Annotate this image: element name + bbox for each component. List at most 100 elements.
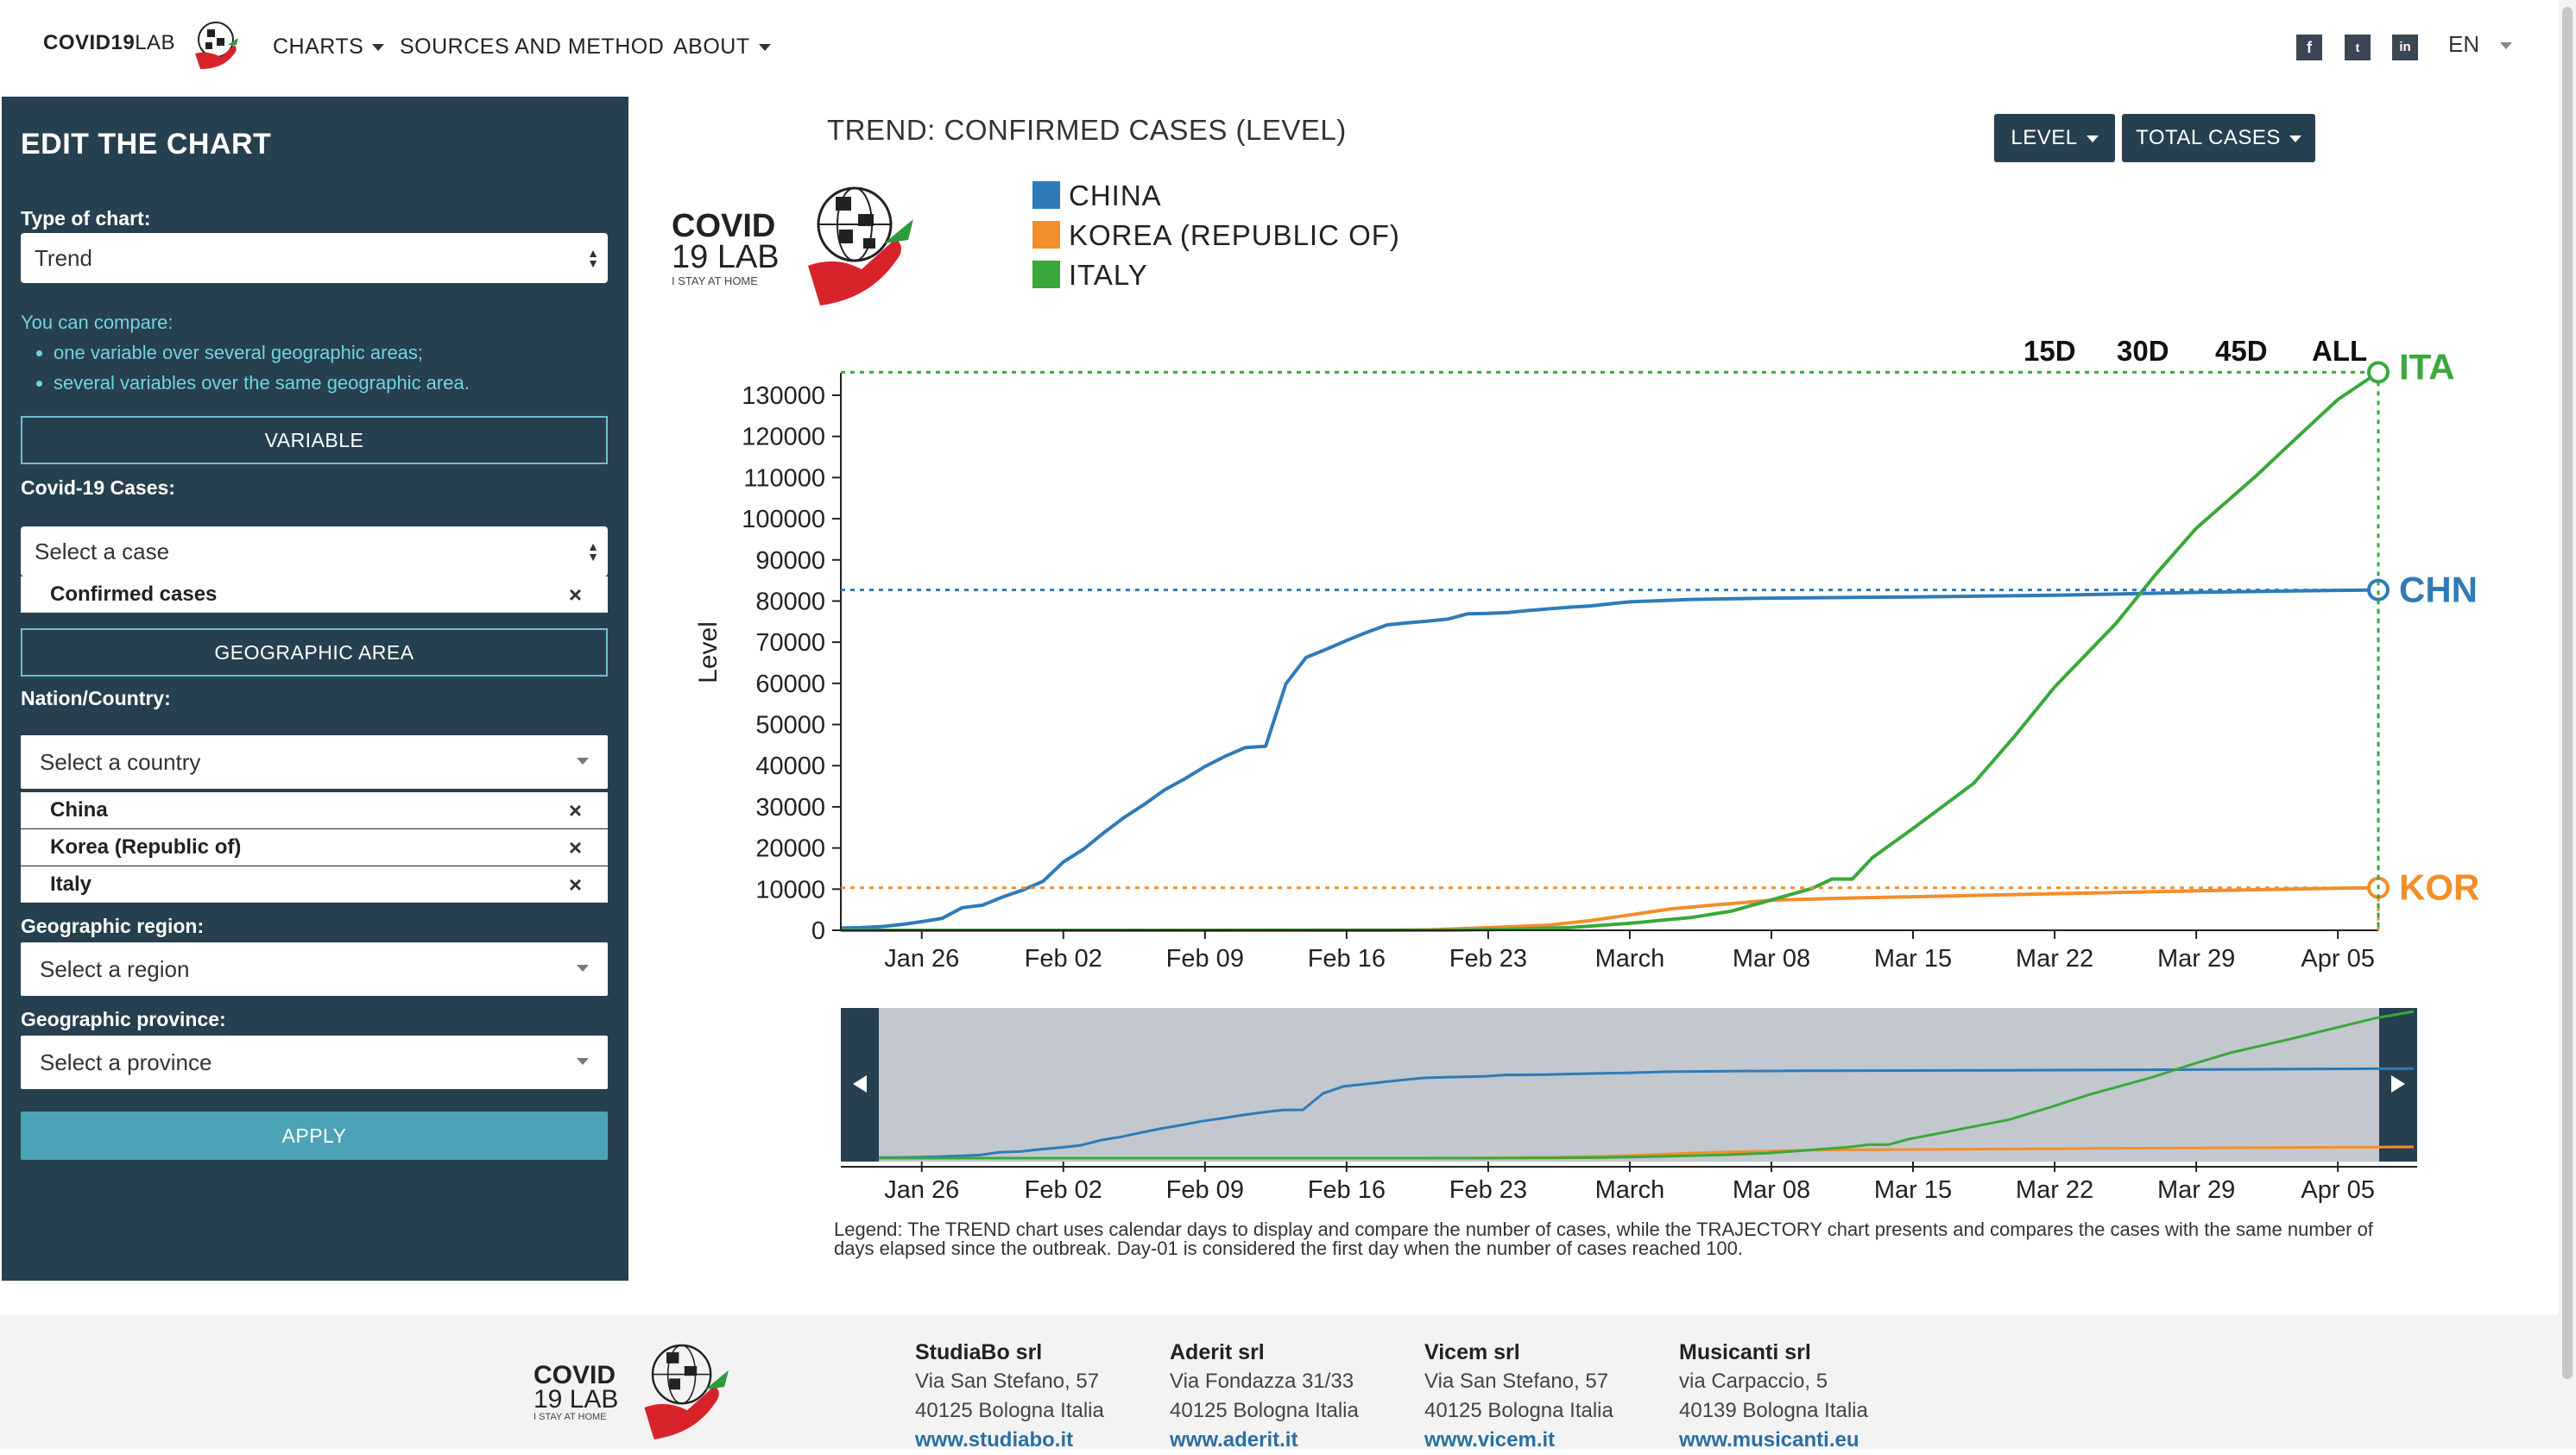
y-tick-label: 10000 (755, 876, 825, 904)
end-marker-ita (2367, 361, 2390, 384)
company-link[interactable]: www.vicem.it (1424, 1428, 1556, 1452)
geographic-area-button[interactable]: GEOGRAPHIC AREA (21, 628, 608, 677)
y-tick-label: 120000 (742, 424, 825, 451)
y-tick-label: 70000 (755, 629, 825, 657)
case-select[interactable]: Select a case ▲ ▼ (21, 526, 608, 576)
province-select[interactable]: Select a province (21, 1036, 608, 1089)
remove-icon[interactable]: × (568, 797, 582, 823)
end-marker-chn (2367, 578, 2390, 602)
navigator-x-tick-label: Feb 09 (1166, 1176, 1244, 1204)
apply-button[interactable]: APPLY (21, 1112, 608, 1160)
company-link[interactable]: www.studiabo.it (915, 1428, 1074, 1452)
selected-country-label: China (50, 798, 108, 822)
chart-type-value: Trend (35, 245, 92, 271)
range-30d-button[interactable]: 30D (2117, 335, 2169, 367)
company-name: Vicem srl (1424, 1340, 1520, 1364)
country-select[interactable]: Select a country (21, 735, 608, 789)
chevron-left-icon (853, 1075, 867, 1093)
company-link[interactable]: www.aderit.it (1170, 1428, 1298, 1452)
y-axis-label: Level (694, 621, 723, 683)
navigator-x-tick-label: March (1595, 1176, 1665, 1204)
nav-sources-and-method[interactable]: SOURCES AND METHOD (400, 35, 665, 59)
region-select-placeholder: Select a region (40, 956, 190, 982)
nav-charts[interactable]: CHARTS (273, 35, 385, 60)
navigator-x-tick-label: Jan 26 (884, 1176, 959, 1204)
level-dropdown-button[interactable]: LEVEL (1994, 114, 2115, 162)
legend-item-china[interactable]: CHINA (1032, 180, 1162, 212)
brand-logo-icon[interactable] (190, 19, 243, 72)
x-tick-label: Mar 15 (1874, 945, 1952, 973)
twitter-icon[interactable]: t (2345, 35, 2371, 60)
facebook-icon[interactable]: f (2296, 35, 2322, 60)
remove-icon[interactable]: × (568, 835, 582, 860)
footer-logo-line2: 19 LAB (534, 1385, 619, 1414)
footer-company: Aderit srl Via Fondazza 31/33 40125 Bolo… (1170, 1338, 1359, 1455)
chart-type-select[interactable]: Trend ▲ ▼ (21, 233, 608, 283)
logo-text-line2: 19 LAB (672, 239, 780, 275)
company-name: Musicanti srl (1679, 1340, 1811, 1364)
legend-swatch (1032, 261, 1060, 288)
chevron-down-icon (2289, 135, 2301, 142)
y-tick-label: 30000 (755, 794, 825, 822)
end-label-kor: KOR (2399, 867, 2479, 908)
footer-logo: COVID 19 LAB I STAY AT HOME (534, 1363, 619, 1423)
logo-text-line1: COVID (672, 208, 776, 244)
chevron-down-icon (2500, 42, 2513, 50)
brand-name[interactable]: COVID19LAB (43, 31, 176, 54)
covid19lab-logo: COVID 19 LAB I STAY AT HOME (672, 208, 780, 287)
help-item: one variable over several geographic are… (54, 337, 470, 368)
help-item: several variables over the same geograph… (54, 368, 470, 398)
company-link[interactable]: www.musicanti.eu (1679, 1428, 1859, 1452)
navigator-x-tick-label: Mar 15 (1874, 1176, 1952, 1204)
chart-type-label: Type of chart: (21, 207, 151, 230)
x-tick-label: Mar 22 (2016, 945, 2093, 973)
legend-item-korea[interactable]: KOREA (REPUBLIC OF) (1032, 219, 1400, 252)
navbar: COVID19LAB CHARTS SOURCES AND METHOD ABO… (0, 0, 2576, 97)
y-tick-label: 130000 (742, 382, 825, 410)
navigator-line-ita (879, 1010, 2415, 1160)
navigator-x-tick-label: Mar 08 (1733, 1176, 1810, 1204)
legend-item-italy[interactable]: ITALY (1032, 259, 1148, 292)
sidebar-title: EDIT THE CHART (21, 128, 272, 161)
y-tick-label: 0 (811, 917, 825, 945)
navigator-x-tick-label: Feb 16 (1308, 1176, 1386, 1204)
remove-icon[interactable]: × (568, 582, 582, 608)
help-intro: You can compare: (21, 312, 174, 333)
country-select-placeholder: Select a country (40, 749, 201, 775)
range-15d-button[interactable]: 15D (2024, 335, 2076, 367)
company-address: via Carpaccio, 5 (1679, 1370, 1828, 1393)
selected-country-label: Italy (50, 872, 92, 896)
range-all-button[interactable]: ALL (2312, 335, 2368, 367)
scrollbar-thumb[interactable] (2562, 7, 2573, 1379)
x-tick-label: Apr 05 (2301, 945, 2374, 973)
select-arrows-icon: ▲ ▼ (587, 539, 599, 564)
x-tick-label: March (1595, 945, 1665, 973)
navigator-x-tick-label: Mar 29 (2157, 1176, 2235, 1204)
nav-about[interactable]: ABOUT (673, 35, 771, 60)
total-cases-dropdown-button[interactable]: TOTAL CASES (2122, 114, 2315, 162)
selected-case-chip: Confirmed cases × (21, 576, 608, 613)
footer (0, 1315, 2559, 1449)
selected-country-chip: Korea (Republic of) × (21, 829, 608, 866)
variable-button[interactable]: VARIABLE (21, 416, 608, 464)
x-tick-label: Mar 29 (2157, 945, 2235, 973)
remove-icon[interactable]: × (568, 872, 582, 898)
y-tick-label: 80000 (755, 588, 825, 615)
select-arrows-icon: ▲ ▼ (587, 246, 599, 270)
chevron-down-icon (2086, 135, 2099, 142)
series-line-ita (840, 370, 2380, 932)
company-name: StudiaBo srl (915, 1340, 1043, 1364)
end-label-chn: CHN (2399, 570, 2478, 610)
selected-country-chip: China × (21, 792, 608, 828)
range-45d-button[interactable]: 45D (2215, 335, 2268, 367)
province-select-placeholder: Select a province (40, 1049, 212, 1075)
y-tick-label: 60000 (755, 671, 825, 698)
linkedin-icon[interactable]: in (2392, 35, 2418, 60)
range-navigator[interactable]: Jan 26 Feb 02 Feb 09 Feb 16 Feb 23 March Mar 0… (0, 0, 2559, 1217)
footer-company: StudiaBo srl Via San Stefano, 57 40125 B… (915, 1338, 1104, 1455)
company-address: Via Fondazza 31/33 (1170, 1370, 1354, 1393)
y-tick-label: 90000 (755, 547, 825, 575)
region-select[interactable]: Select a region (21, 942, 608, 996)
region-label: Geographic region: (21, 915, 205, 937)
language-select[interactable]: EN (2448, 31, 2513, 58)
